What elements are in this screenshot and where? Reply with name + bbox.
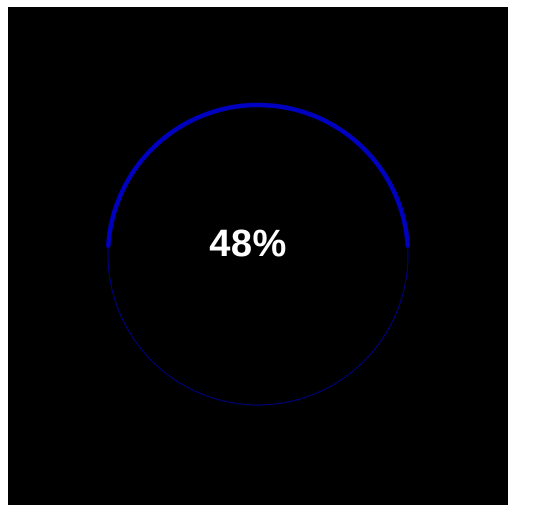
progress-panel: 48% <box>8 7 508 505</box>
progress-ring-fill <box>106 102 410 248</box>
progress-percent-label: 48% <box>209 223 287 265</box>
progress-ring <box>106 102 410 406</box>
